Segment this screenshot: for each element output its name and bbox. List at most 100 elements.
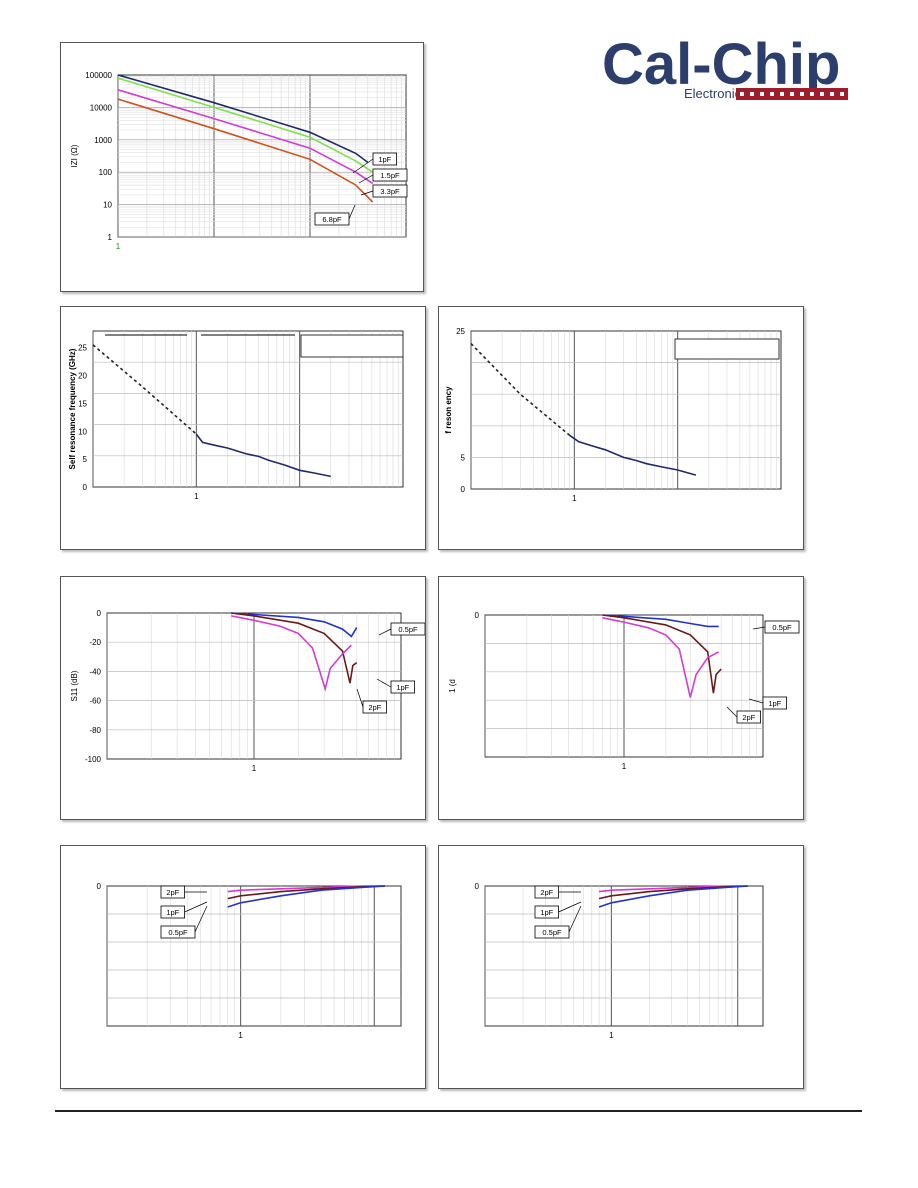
callout-box (372, 184, 408, 198)
series-label: 0.5pF (772, 623, 792, 632)
x-tick-label: 1 (252, 764, 257, 773)
callout-box (762, 696, 788, 710)
callout-leader (184, 901, 208, 913)
x-tick-label: 1 (572, 494, 577, 503)
legend-box (300, 334, 404, 358)
callout-box (390, 622, 425, 636)
y-axis-label: IZI (Ω) (70, 144, 79, 167)
callout-box (390, 680, 416, 694)
y-tick-label: 0 (97, 882, 102, 891)
chart-svg: 25 20 15 10 5 0 1 Self resonance frequency (GHz… (68, 330, 404, 501)
chart-svg: 0 1 2pF 1pF 0.5pF (97, 882, 402, 1040)
series-label: 3.3pF (380, 187, 400, 196)
series-group (117, 74, 374, 203)
footer-rule (55, 1110, 862, 1112)
x-tick-label: 1 (238, 1031, 243, 1040)
y-tick-label: 15 (78, 399, 87, 408)
y-tick-label: -80 (89, 726, 101, 735)
plot-area (117, 74, 407, 238)
series-label: 0.5pF (542, 928, 562, 937)
y-tick-labels: 25 5 0 (456, 327, 465, 494)
callout-box (534, 885, 560, 899)
x-tick-labels: 1 (572, 494, 577, 503)
grid (106, 886, 401, 1026)
y-tick-label: 25 (78, 344, 87, 353)
y-tick-label: -100 (85, 755, 102, 764)
series-group (602, 614, 722, 698)
chart-panel-impedance: 100000 10000 1000 100 10 1 1 IZI (Ω) 1pF 1.5pF 3.3… (60, 42, 424, 292)
callout-leader (356, 688, 364, 708)
y-tick-label: 100 (99, 168, 113, 177)
chart-panel-srf-right: 25 5 0 1 f reson ency (438, 306, 804, 550)
series-line (602, 617, 720, 698)
x-tick-labels: 1 (252, 764, 257, 773)
logo-chip-pins (740, 92, 844, 96)
callout-box (160, 905, 186, 919)
series-callouts: 0.5pF 1pF 2pF (356, 622, 425, 714)
y-tick-label: 0 (83, 483, 88, 492)
y-axis-label: Self resonance frequency (GHz) (68, 348, 77, 469)
series-label: 1pF (378, 155, 391, 164)
chart-svg: 25 5 0 1 f reson ency (444, 327, 782, 503)
series-line (117, 77, 374, 173)
x-tick-labels: 1 (238, 1031, 243, 1040)
series-label: 2pF (368, 703, 381, 712)
callout-box (764, 620, 800, 634)
series-label: 1pF (768, 699, 781, 708)
series-line (231, 615, 352, 692)
grid (484, 615, 763, 757)
y-axis-label: 1 (d (448, 679, 457, 693)
callout-leader (748, 698, 764, 704)
callout-leader (358, 174, 374, 184)
y-tick-label: 0 (475, 611, 480, 620)
callout-leader (194, 905, 208, 933)
chart-panel-srf-left: 25 20 15 10 5 0 1 Self resonance frequency (GHz… (60, 306, 426, 550)
callout-leader (558, 901, 582, 913)
series-line (227, 885, 385, 908)
y-tick-label: 0 (461, 485, 466, 494)
x-tick-labels: 1 (622, 762, 627, 771)
y-tick-label: 100000 (85, 71, 112, 80)
series-callouts: 2pF 1pF 0.5pF (534, 885, 582, 939)
logo-graphic: Cal-Chip Electronics Inc. (602, 32, 848, 101)
callout-box (362, 700, 388, 714)
series-line (195, 433, 331, 478)
x-tick-label: 1 (609, 1031, 614, 1040)
callout-leader (752, 626, 766, 630)
cal-chip-logo: Cal-Chip Electronics Inc. (600, 30, 852, 110)
series-label: 2pF (166, 888, 179, 897)
chart-svg: 0 -20 -40 -60 -80 -100 1 S11 (dB) 0.5pF 1pF 2pF (70, 609, 425, 773)
plot-area (106, 885, 402, 1027)
y-tick-label: 0 (475, 882, 480, 891)
series-line (117, 74, 369, 164)
callout-leader (352, 158, 374, 174)
grid (484, 886, 763, 1026)
series-label: 1pF (540, 908, 553, 917)
grid (106, 613, 401, 759)
callout-leader (348, 204, 356, 220)
series-label: 0.5pF (168, 928, 188, 937)
chart-svg: 0 1 1 (d 0.5pF 1pF 2pF (448, 611, 800, 771)
series-line (117, 89, 374, 185)
y-tick-label: 1000 (94, 136, 112, 145)
y-tick-labels: 25 20 15 10 5 0 (78, 344, 87, 492)
grid (117, 75, 406, 238)
series-label: 2pF (540, 888, 553, 897)
chart-svg: 100000 10000 1000 100 10 11 IZI (Ω) 1pF 1.5pF 3.3… (70, 71, 408, 251)
y-tick-label: 20 (78, 372, 87, 381)
y-tick-label: 5 (461, 453, 466, 462)
y-tick-labels: 0 (475, 882, 480, 891)
x-tick-labels: 1 (194, 492, 199, 501)
callout-leader (376, 678, 392, 688)
y-tick-label: 10000 (90, 103, 113, 112)
y-tick-label: 5 (83, 455, 88, 464)
series-label: 1.5pF (380, 171, 400, 180)
series-label: 1pF (396, 683, 409, 692)
callout-box (160, 885, 186, 899)
y-tick-labels: 0 (97, 882, 102, 891)
series-line (231, 612, 358, 638)
series-callouts: 1pF 1.5pF 3.3pF 6.8pF (314, 152, 408, 226)
series-label: 2pF (742, 713, 755, 722)
y-axis-label: f reson ency (444, 386, 453, 434)
callout-leader (568, 905, 582, 933)
